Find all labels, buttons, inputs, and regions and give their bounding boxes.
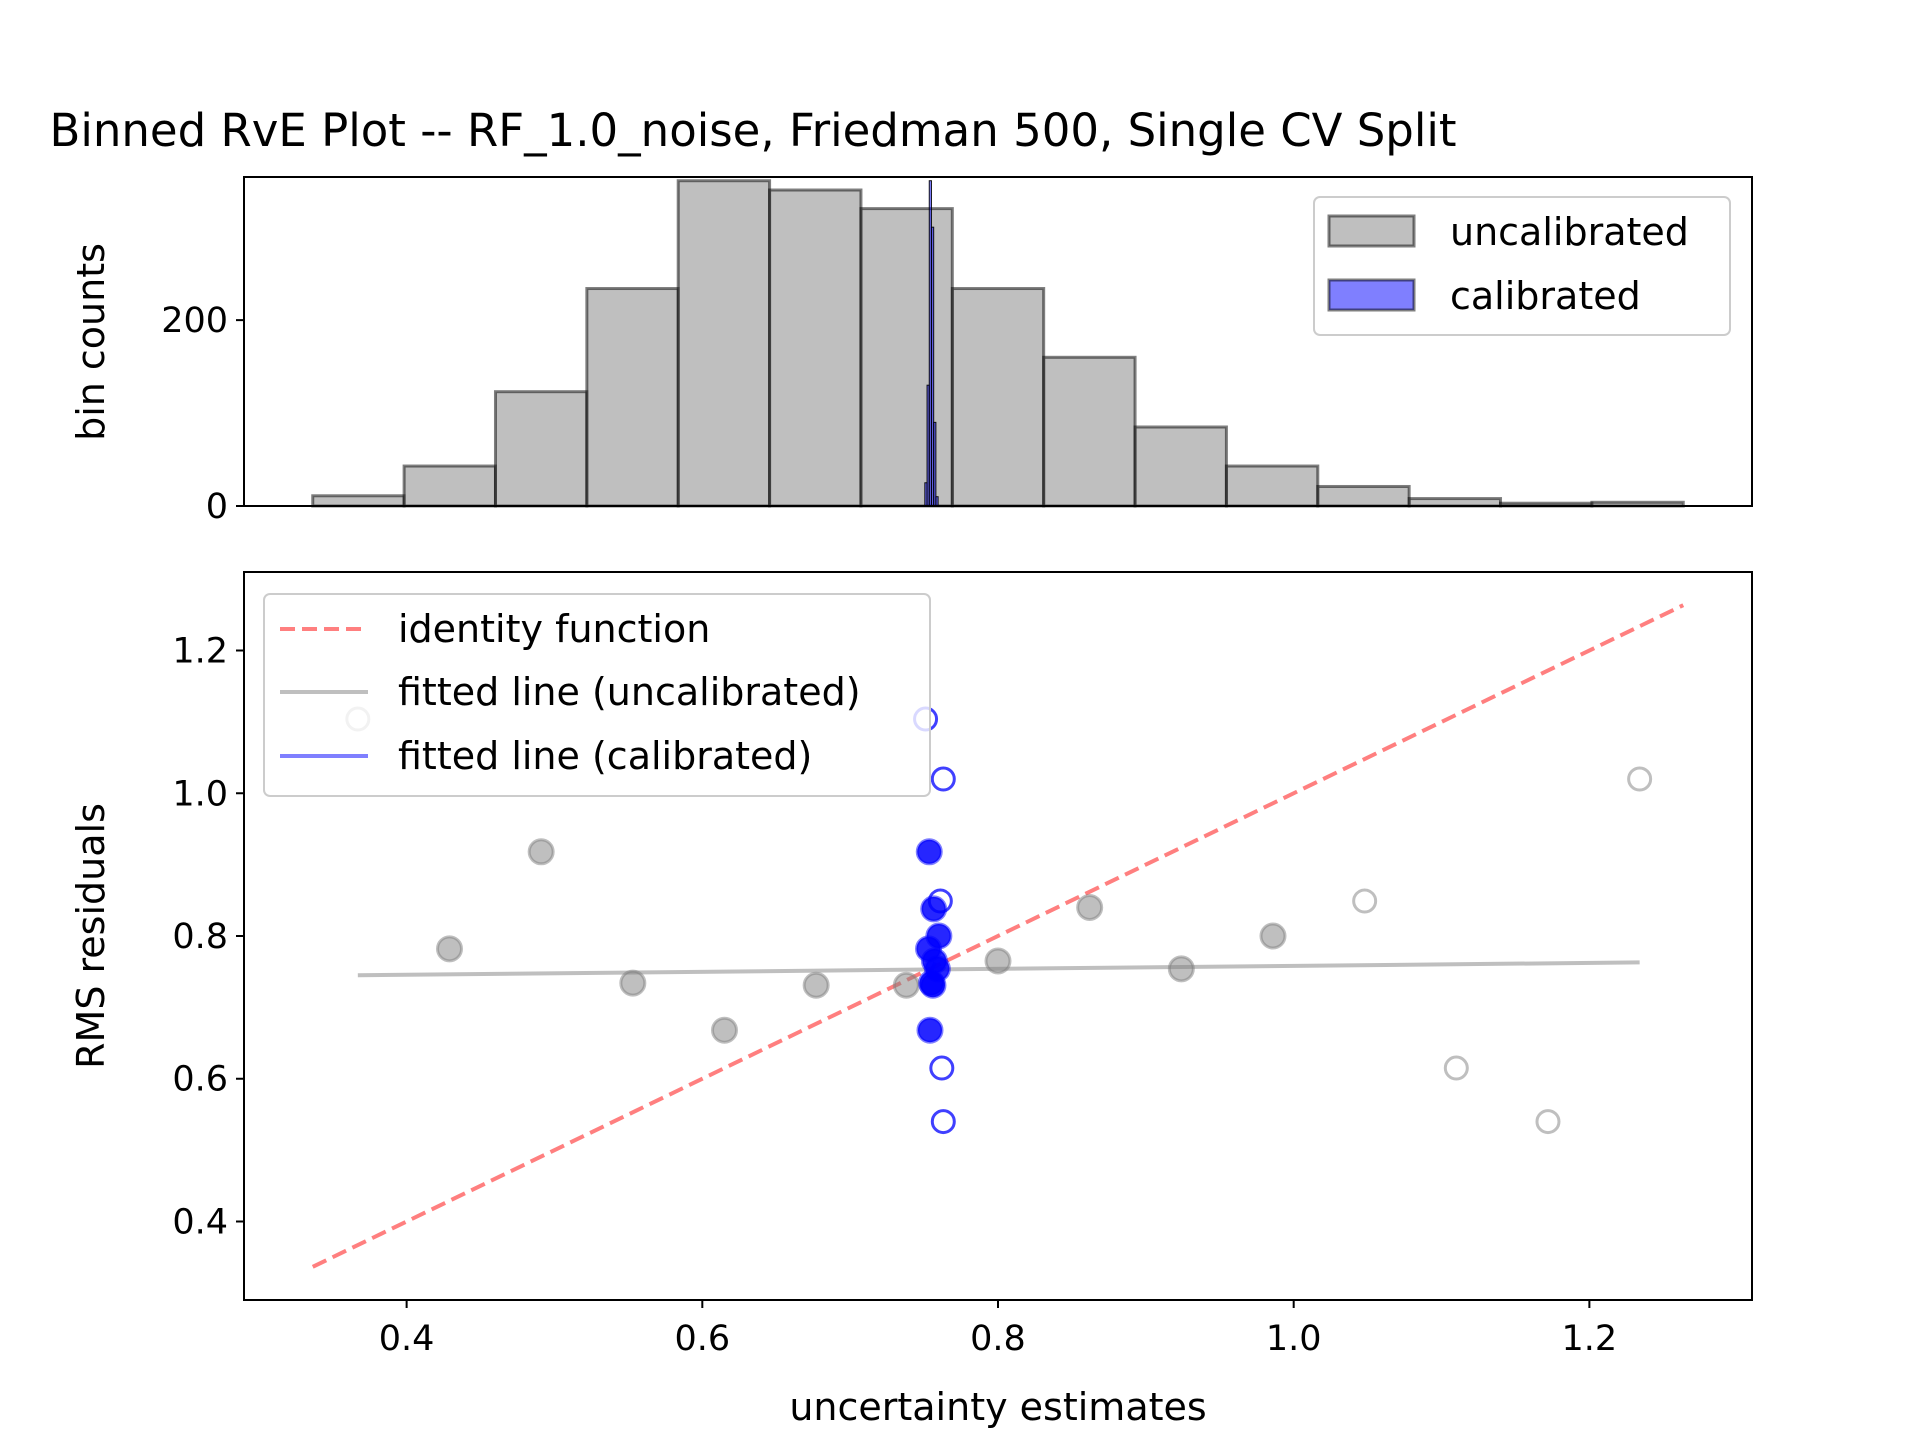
histogram-bar-uncalibrated (311, 494, 406, 508)
legend-label-calibrated: calibrated (1450, 274, 1641, 318)
scatter-point-uncalibrated-filled (984, 947, 1012, 975)
scatter-point-calibrated-filled (915, 838, 943, 866)
histogram-y-axis-label: bin counts (69, 243, 113, 441)
scatter-point-uncalibrated-filled (1259, 922, 1287, 950)
scatter-point-uncalibrated-hollow (1443, 1055, 1469, 1081)
scatter-point-uncalibrated-hollow (1352, 888, 1378, 914)
histogram-frame (243, 176, 1753, 507)
scatter-x-tick-label: 1.2 (1562, 1319, 1618, 1359)
histogram-y-ticks: 0 200 (161, 301, 244, 527)
histogram-axes: 0 200 bin counts uncalibrated calibrated (69, 176, 1753, 527)
histogram-y-tick-label: 200 (161, 301, 228, 341)
scatter-point-uncalibrated-filled (1167, 955, 1195, 983)
scatter-point-calibrated-filled (919, 971, 947, 999)
scatter-x-tick-label: 0.6 (674, 1319, 730, 1359)
histogram-bar-uncalibrated (1224, 464, 1320, 508)
histogram-bars (311, 179, 1685, 508)
scatter-x-tick-label: 0.8 (970, 1319, 1026, 1359)
scatter-line-0 (311, 603, 1685, 1269)
scatter-axes: 0.4 0.6 0.8 1.0 1.2 0.4 0.6 0.8 1.0 1.2 uncertai… (69, 571, 1753, 1429)
histogram-bar-uncalibrated (1133, 425, 1228, 508)
histogram-legend: uncalibrated calibrated (1313, 196, 1731, 336)
chart-title: Binned RvE Plot -- RF_1.0_noise, Friedma… (49, 104, 1456, 157)
scatter-point-calibrated-hollow (927, 888, 953, 914)
legend-swatch-uncalibrated (1327, 214, 1416, 248)
histogram-bar-calibrated (933, 421, 937, 507)
scatter-point-uncalibrated-hollow (1535, 1109, 1561, 1135)
scatter-x-tick-label: 0.4 (379, 1319, 435, 1359)
scatter-point-uncalibrated-filled (527, 838, 555, 866)
scatter-x-tick-label: 1.0 (1266, 1319, 1322, 1359)
scatter-y-tick-label: 1.2 (172, 632, 228, 672)
scatter-y-ticks: 0.4 0.6 0.8 1.0 1.2 (172, 632, 244, 1242)
legend-label-fit-uncalibrated: fitted line (uncalibrated) (398, 670, 861, 714)
scatter-y-tick-label: 0.8 (172, 917, 228, 957)
scatter-y-axis-label: RMS residuals (69, 803, 113, 1069)
scatter-point-calibrated-hollow (930, 766, 956, 792)
legend-label-fit-calibrated: fitted line (calibrated) (398, 734, 812, 778)
histogram-bar-uncalibrated (676, 179, 772, 508)
histogram-bar-uncalibrated (950, 287, 1046, 508)
scatter-point-uncalibrated-filled (802, 971, 830, 999)
histogram-bar-uncalibrated (768, 188, 863, 508)
histogram-bar-uncalibrated (402, 464, 497, 508)
scatter-x-axis-label: uncertainty estimates (789, 1385, 1206, 1429)
histogram-bar-uncalibrated (493, 390, 589, 508)
histogram-bar-uncalibrated (1042, 355, 1137, 508)
scatter-point-uncalibrated-filled (892, 971, 920, 999)
scatter-legend: identity function fitted line (uncalibra… (263, 593, 931, 797)
scatter-point-uncalibrated-filled (619, 969, 647, 997)
scatter-y-tick-label: 0.6 (172, 1060, 228, 1100)
scatter-point-uncalibrated-hollow (1627, 766, 1653, 792)
scatter-legend-box (263, 593, 931, 797)
scatter-x-ticks: 0.4 0.6 0.8 1.0 1.2 (379, 1300, 1617, 1359)
scatter-point-uncalibrated-filled (436, 935, 464, 963)
histogram-legend-box (1313, 196, 1731, 336)
scatter-y-tick-label: 0.4 (172, 1202, 228, 1242)
scatter-point-calibrated-filled (916, 1016, 944, 1044)
histogram-bar-uncalibrated (585, 287, 680, 508)
histogram-bar-uncalibrated (1407, 497, 1503, 508)
scatter-y-tick-label: 1.0 (172, 774, 228, 814)
histogram-bar-uncalibrated (859, 207, 954, 508)
histogram-y-tick-label: 0 (206, 487, 228, 527)
histogram-bar-calibrated (935, 496, 939, 507)
legend-swatch-calibrated (1327, 278, 1416, 312)
histogram-bar-uncalibrated (1316, 484, 1411, 508)
legend-label-identity: identity function (398, 607, 710, 651)
scatter-point-uncalibrated-filled (1076, 893, 1104, 921)
scatter-point-calibrated-hollow (930, 1109, 956, 1135)
scatter-point-calibrated-hollow (929, 1055, 955, 1081)
scatter-point-uncalibrated-filled (710, 1016, 738, 1044)
legend-label-uncalibrated: uncalibrated (1450, 210, 1689, 254)
